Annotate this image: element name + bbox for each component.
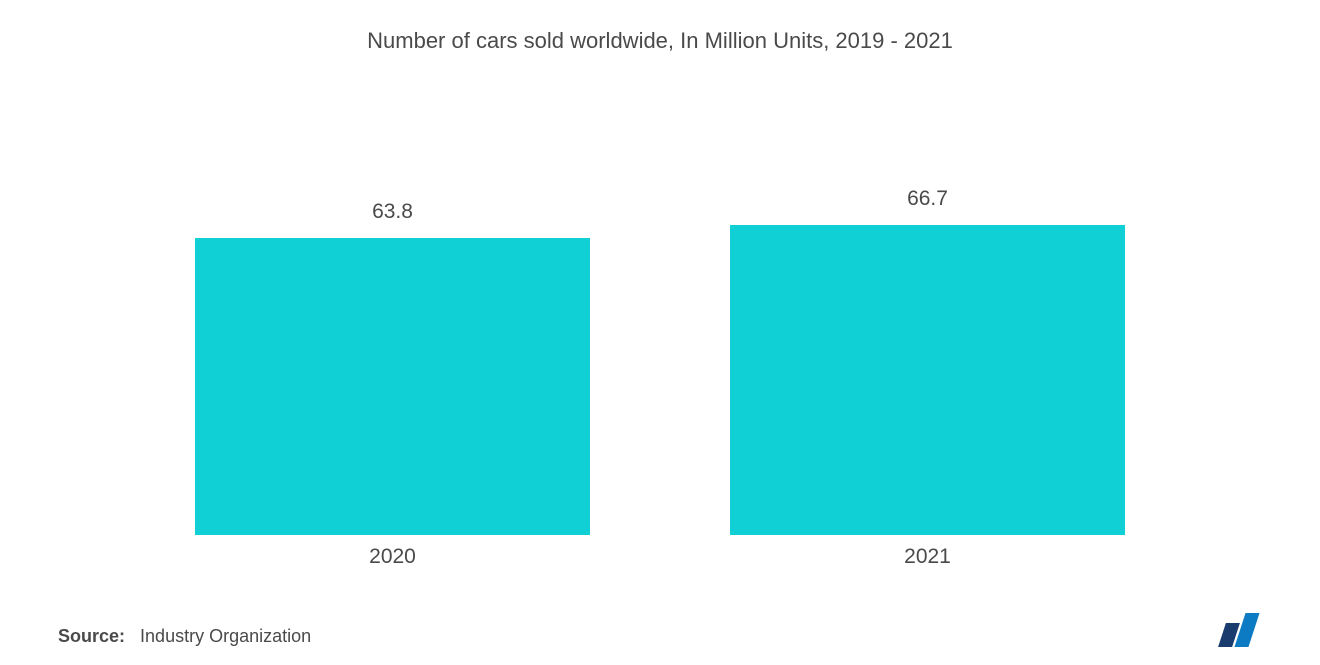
source-line: Source: Industry Organization: [58, 626, 311, 647]
chart-footer: Source: Industry Organization: [0, 613, 1320, 647]
bar-label-0: 2020: [369, 545, 416, 569]
bar-group-0: 63.8 2020: [195, 200, 590, 535]
brand-logo: [1222, 613, 1270, 647]
source-label: Source:: [58, 626, 125, 646]
logo-bar-2: [1234, 613, 1259, 647]
bar-value-0: 63.8: [372, 200, 413, 224]
source-text: Industry Organization: [140, 626, 311, 646]
chart-container: Number of cars sold worldwide, In Millio…: [0, 0, 1320, 665]
bar-0: [195, 238, 590, 535]
chart-title: Number of cars sold worldwide, In Millio…: [0, 28, 1320, 54]
plot-area: 63.8 2020 66.7 2021: [0, 64, 1320, 665]
bar-label-1: 2021: [904, 545, 951, 569]
bar-value-1: 66.7: [907, 187, 948, 211]
bar-1: [730, 225, 1125, 535]
bar-group-1: 66.7 2021: [730, 187, 1125, 535]
